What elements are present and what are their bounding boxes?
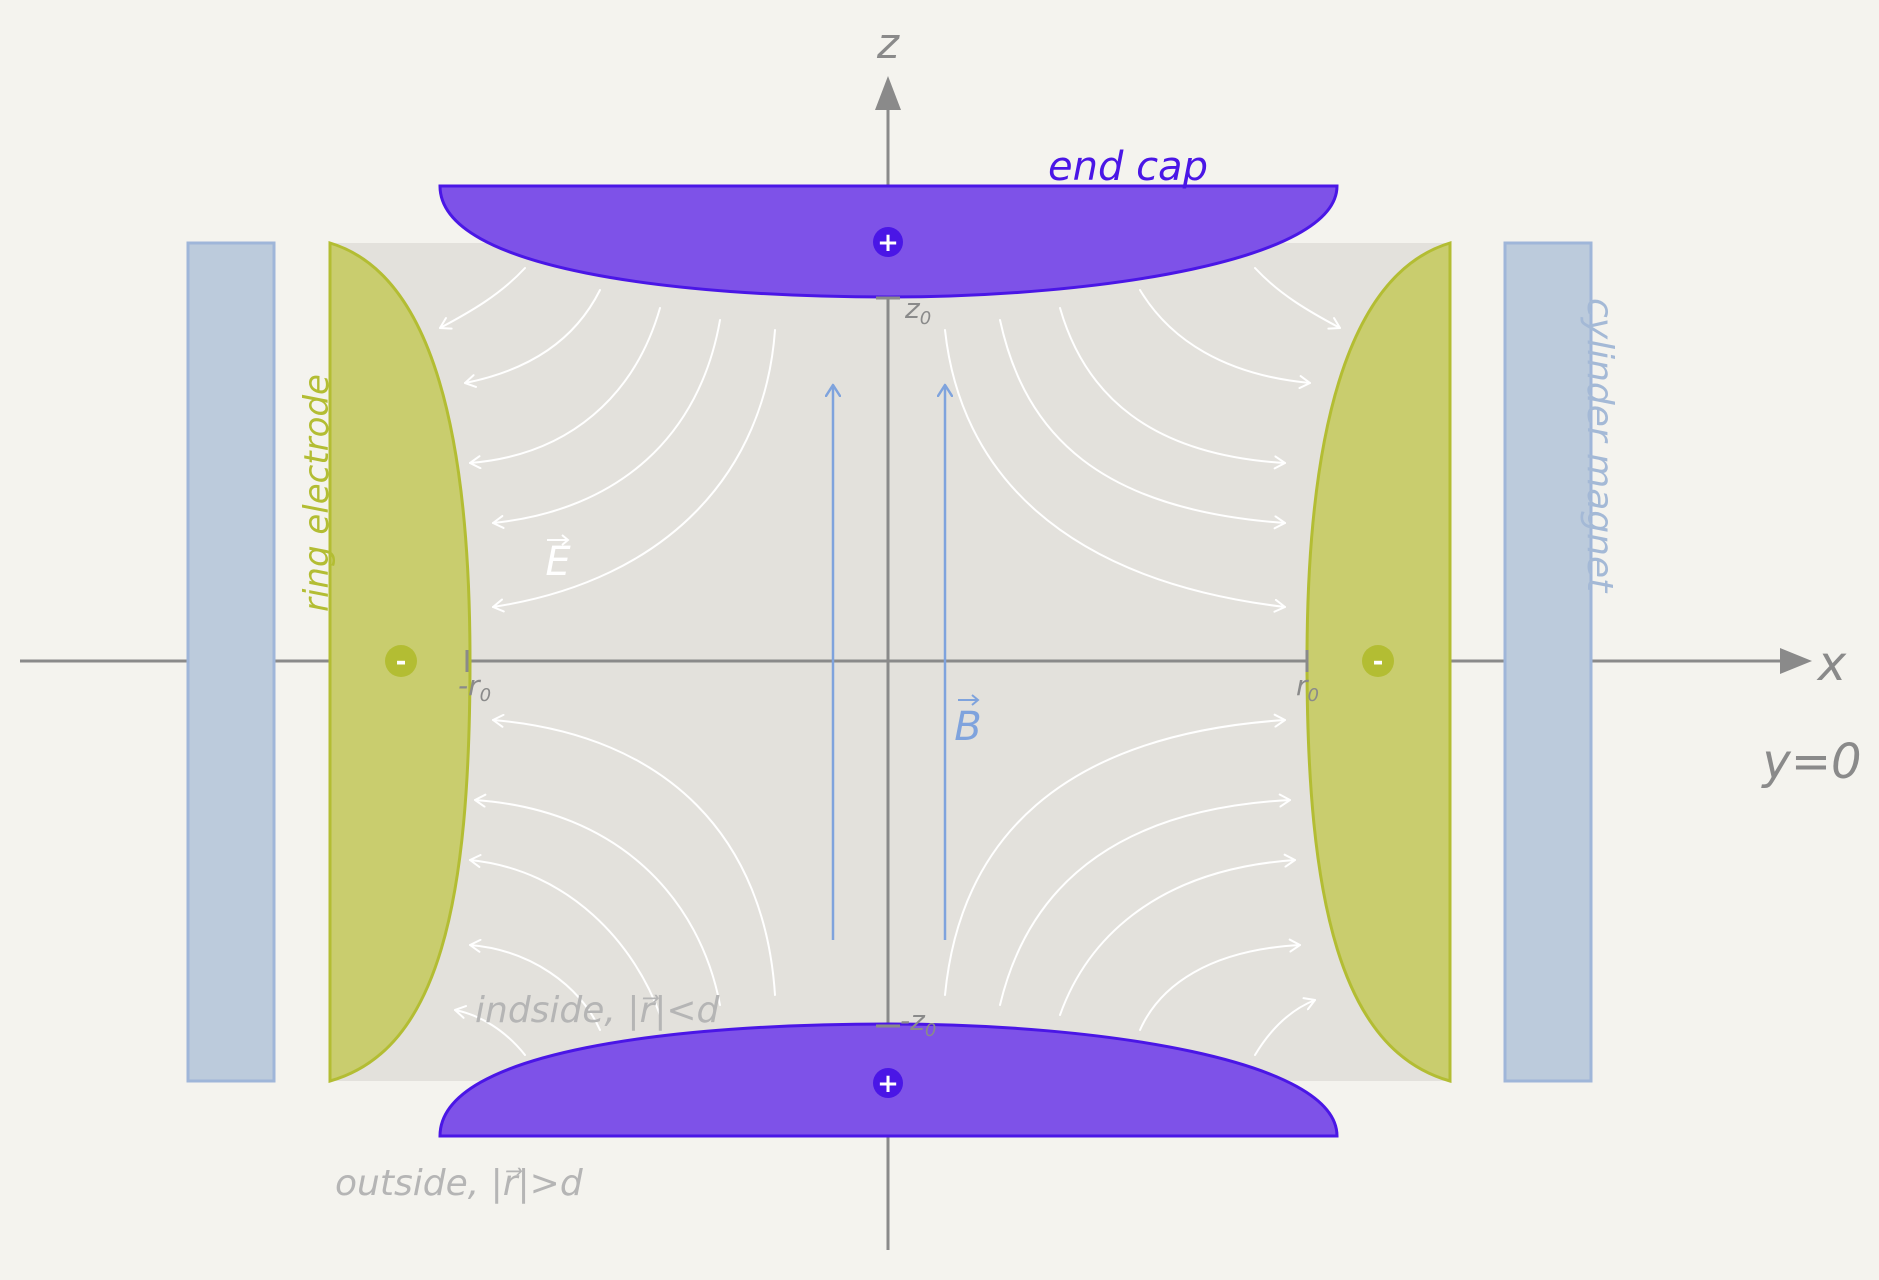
e-field-line bbox=[1254, 997, 1316, 1056]
e-field-line bbox=[492, 713, 776, 996]
e-field-line bbox=[1139, 289, 1311, 390]
e-field-line bbox=[944, 713, 1286, 996]
e-field-line bbox=[492, 329, 776, 613]
e-field-line bbox=[999, 793, 1291, 1006]
cylinder-magnet-left bbox=[186, 241, 276, 1083]
minus-marker-left: - bbox=[385, 645, 417, 677]
z-axis-label: z bbox=[876, 19, 900, 68]
minus-marker-right: - bbox=[1362, 645, 1394, 677]
e-field-line bbox=[492, 319, 721, 529]
magnetic-field-lines bbox=[833, 385, 945, 940]
svg-text:B: B bbox=[954, 704, 981, 750]
e-field-line bbox=[469, 307, 661, 470]
e-field-line bbox=[999, 319, 1286, 530]
e-field-line bbox=[474, 793, 721, 1006]
x-axis-arrowhead bbox=[1780, 648, 1812, 674]
cylinder-magnet-right bbox=[1503, 241, 1593, 1083]
b-field-label: B bbox=[954, 694, 982, 750]
outside-label: outside, |r⃗|>d bbox=[335, 1163, 584, 1204]
e-field-line bbox=[1254, 267, 1341, 330]
z0-neg-label: -z0 bbox=[900, 1004, 936, 1041]
e-field-line bbox=[1139, 938, 1301, 1031]
inside-label: indside, |r⃗|<d bbox=[475, 990, 721, 1031]
svg-text:-: - bbox=[396, 647, 407, 677]
e-field-line bbox=[469, 854, 661, 1016]
e-field-line bbox=[1059, 853, 1296, 1016]
electric-field-lines bbox=[439, 267, 1341, 1056]
e-field-line bbox=[439, 267, 526, 330]
end-cap-label: end cap bbox=[1048, 144, 1208, 190]
e-field-line bbox=[454, 1005, 526, 1056]
e-field-line bbox=[469, 938, 601, 1031]
svg-text:+: + bbox=[877, 1069, 899, 1099]
e-field-line bbox=[1059, 307, 1286, 470]
plus-marker-top: + bbox=[873, 227, 903, 258]
e-field-label: E bbox=[545, 534, 571, 585]
svg-text:+: + bbox=[877, 228, 899, 258]
svg-text:E: E bbox=[545, 539, 571, 585]
e-field-line bbox=[944, 329, 1286, 613]
z-axis-arrowhead bbox=[875, 76, 901, 110]
plus-marker-bottom: + bbox=[873, 1068, 903, 1099]
tick-marks bbox=[465, 296, 1309, 1028]
x-axis-label: x bbox=[1816, 636, 1847, 692]
z0-pos-label: z0 bbox=[904, 292, 931, 329]
cylinder-magnet-label: cylinder magnet bbox=[1579, 298, 1620, 594]
e-field-line bbox=[464, 289, 601, 388]
plane-label: y=0 bbox=[1760, 734, 1861, 790]
r0-neg-label: -r0 bbox=[458, 669, 491, 706]
r0-pos-label: r0 bbox=[1296, 669, 1319, 706]
ring-electrode-label: ring electrode bbox=[297, 374, 337, 612]
svg-text:-: - bbox=[1373, 647, 1384, 677]
